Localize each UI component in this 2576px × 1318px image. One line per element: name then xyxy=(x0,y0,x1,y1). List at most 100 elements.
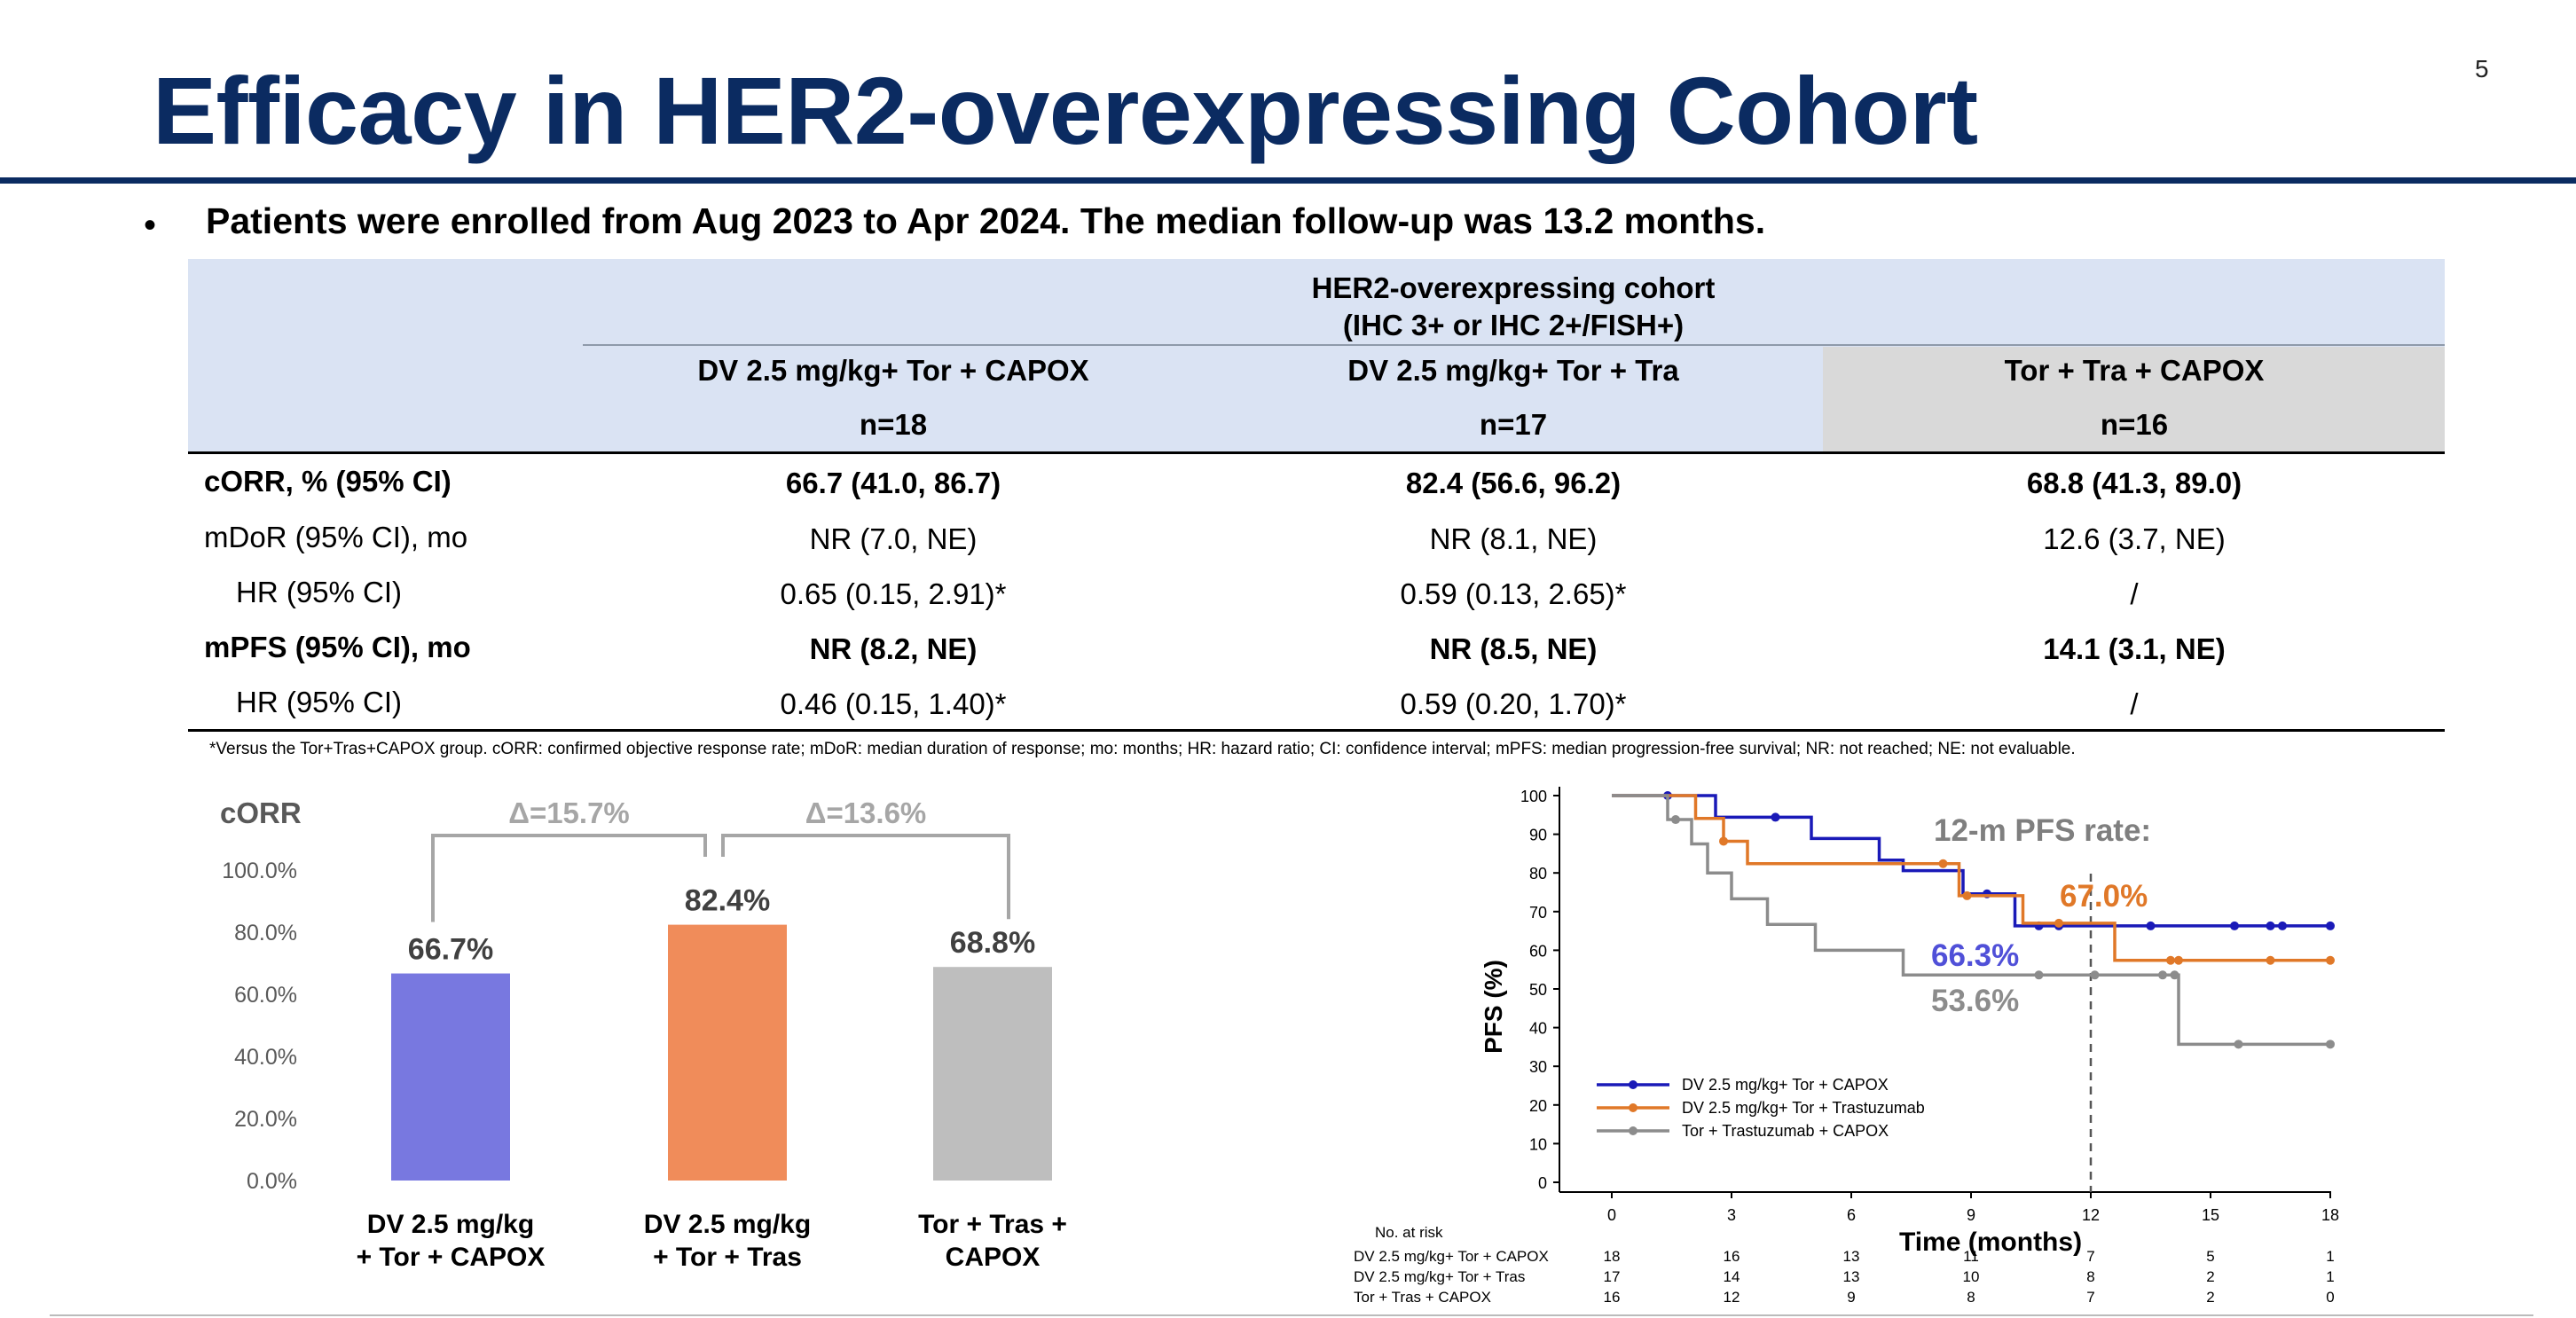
cohort-header-divider xyxy=(583,344,2445,346)
pfs-rate-heading: 12-m PFS rate: xyxy=(1934,813,2151,848)
pfs-rate-label: 66.3% xyxy=(1931,938,2019,973)
risk-table-title: No. at risk xyxy=(1375,1224,1443,1241)
x-tick-label: 3 xyxy=(1727,1206,1736,1224)
risk-count: 2 xyxy=(2206,1268,2214,1285)
risk-count: 10 xyxy=(1963,1268,1980,1285)
table-header-rule xyxy=(188,451,2445,454)
risk-count: 7 xyxy=(2086,1289,2094,1306)
risk-count: 16 xyxy=(1604,1289,1621,1306)
censor-mark xyxy=(2158,970,2167,980)
legend-label: Tor + Trastuzumab + CAPOX xyxy=(1682,1122,1889,1140)
table-cell: 0.65 (0.15, 2.91)* xyxy=(780,577,1007,610)
censor-mark xyxy=(2174,955,2183,965)
risk-count: 12 xyxy=(1724,1289,1740,1306)
censor-mark xyxy=(1938,859,1948,868)
y-axis-title: PFS (%) xyxy=(1480,960,1507,1054)
pfs-km-chart: 0 10 20 30 40 50 60 70 80 90 100 0 3 6 9 12 15 18 PFS (%) T… xyxy=(1313,772,2431,1313)
risk-count: 7 xyxy=(2086,1248,2094,1265)
x-tick-label: 9 xyxy=(1967,1206,1975,1224)
delta-label: Δ=15.7% xyxy=(508,796,630,829)
y-tick-label: 60 xyxy=(1529,942,1547,960)
y-tick-label: 40 xyxy=(1529,1020,1547,1038)
risk-count: 1 xyxy=(2326,1248,2334,1265)
x-tick-label: 12 xyxy=(2082,1206,2100,1224)
bar-category-line: DV 2.5 mg/kg xyxy=(366,1210,535,1239)
risk-count: 17 xyxy=(1604,1268,1621,1285)
corr-bar-svg: cORR 0.0% 20.0% 40.0% 60.0% 80.0% 100.0% 66.7% 8… xyxy=(220,796,1052,1194)
table-cell: 0.59 (0.20, 1.70)* xyxy=(1400,687,1627,720)
y-tick-label: 70 xyxy=(1529,904,1547,922)
bar-category-line: + Tor + CAPOX xyxy=(356,1243,546,1272)
table-cell: NR (7.0, NE) xyxy=(809,522,978,555)
censor-mark xyxy=(1962,890,1972,900)
x-tick-label: 6 xyxy=(1847,1206,1856,1224)
delta-bracket xyxy=(721,834,1010,920)
bar-category-line: CAPOX xyxy=(945,1243,1041,1272)
pfs-rate-label: 53.6% xyxy=(1931,984,2019,1018)
y-tick-label: 80 xyxy=(1529,865,1547,883)
bar xyxy=(933,967,1052,1181)
risk-count: 1 xyxy=(2326,1268,2334,1285)
km-curve-series-2 xyxy=(1612,794,2330,962)
risk-row-label: Tor + Tras + CAPOX xyxy=(1354,1289,1491,1306)
table-cell: 12.6 (3.7, NE) xyxy=(2043,522,2226,555)
bar-category-label: Tor + Tras + CAPOX xyxy=(877,1208,1108,1274)
risk-count: 13 xyxy=(1843,1248,1860,1265)
risk-count: 8 xyxy=(2086,1268,2094,1285)
censor-mark xyxy=(1671,815,1680,825)
table-cell: 82.4 (56.6, 96.2) xyxy=(1405,467,1622,499)
column-header-arm-3: Tor + Tra + CAPOX xyxy=(2004,354,2265,387)
censor-mark xyxy=(2170,970,2179,980)
y-tick-label: 20.0% xyxy=(234,1107,297,1132)
bar-category-line: Tor + Tras + xyxy=(918,1210,1067,1239)
censor-mark xyxy=(2230,921,2239,930)
risk-count: 5 xyxy=(2206,1248,2214,1265)
y-tick-label: 50 xyxy=(1529,981,1547,999)
x-axis-title: Time (months) xyxy=(1899,1228,2082,1257)
legend-swatch-marker xyxy=(1629,1080,1637,1089)
legend-swatch-marker xyxy=(1629,1126,1637,1135)
column-header-arm-1: DV 2.5 mg/kg+ Tor + CAPOX xyxy=(697,354,1089,387)
x-tick-label: 18 xyxy=(2321,1206,2339,1224)
cohort-title-line2: (IHC 3+ or IHC 2+/FISH+) xyxy=(1342,309,1685,341)
censor-mark xyxy=(2278,921,2287,930)
risk-count: 16 xyxy=(1724,1248,1740,1265)
pfs-rate-label: 67.0% xyxy=(2060,879,2148,914)
risk-count: 14 xyxy=(1724,1268,1740,1285)
risk-count: 0 xyxy=(2326,1289,2334,1306)
bar-value-label: 68.8% xyxy=(950,926,1035,960)
cohort-header: HER2-overexpressing cohort (IHC 3+ or IH… xyxy=(1312,270,1716,344)
censor-mark xyxy=(2234,1039,2243,1049)
table-cell: NR (8.2, NE) xyxy=(809,632,978,665)
table-cell: NR (8.5, NE) xyxy=(1429,632,1598,665)
column-n-arm-1: n=18 xyxy=(859,408,928,441)
censor-mark xyxy=(2266,921,2275,930)
slide-title: Efficacy in HER2-overexpressing Cohort xyxy=(153,57,1978,164)
table-cell: 0.59 (0.13, 2.65)* xyxy=(1400,577,1627,610)
bar-category-line: + Tor + Tras xyxy=(653,1243,802,1272)
censor-mark xyxy=(2034,970,2044,980)
risk-count: 8 xyxy=(1967,1289,1975,1306)
column-header-arm-2: DV 2.5 mg/kg+ Tor + Tra xyxy=(1347,354,1679,387)
bar-category-label: DV 2.5 mg/kg + Tor + Tras xyxy=(612,1208,843,1274)
x-tick-label: 15 xyxy=(2202,1206,2219,1224)
risk-count: 13 xyxy=(1843,1268,1860,1285)
y-tick-label: 20 xyxy=(1529,1097,1547,1115)
y-tick-label: 90 xyxy=(1529,827,1547,844)
table-cell: 68.8 (41.3, 89.0) xyxy=(2026,467,2242,499)
legend-label: DV 2.5 mg/kg+ Tor + Trastuzumab xyxy=(1682,1099,1925,1117)
table-footnote: *Versus the Tor+Tras+CAPOX group. cORR: … xyxy=(209,740,2076,758)
y-tick-label: 40.0% xyxy=(234,1045,297,1070)
bar-category-line: DV 2.5 mg/kg xyxy=(643,1210,812,1239)
censor-mark xyxy=(2166,955,2175,965)
risk-count: 18 xyxy=(1604,1248,1621,1265)
slide-bottom-rule xyxy=(50,1314,2533,1316)
legend-label: DV 2.5 mg/kg+ Tor + CAPOX xyxy=(1682,1076,1889,1094)
censor-mark xyxy=(2090,970,2100,980)
row-label-corr: cORR, % (95% CI) xyxy=(204,465,452,498)
table-cell: / xyxy=(2130,577,2139,610)
table-cell: / xyxy=(2130,687,2139,720)
corr-bar-chart: cORR 0.0% 20.0% 40.0% 60.0% 80.0% 100.0% 66.7% 8… xyxy=(195,781,1082,1277)
table-cell: 14.1 (3.1, NE) xyxy=(2043,632,2226,665)
